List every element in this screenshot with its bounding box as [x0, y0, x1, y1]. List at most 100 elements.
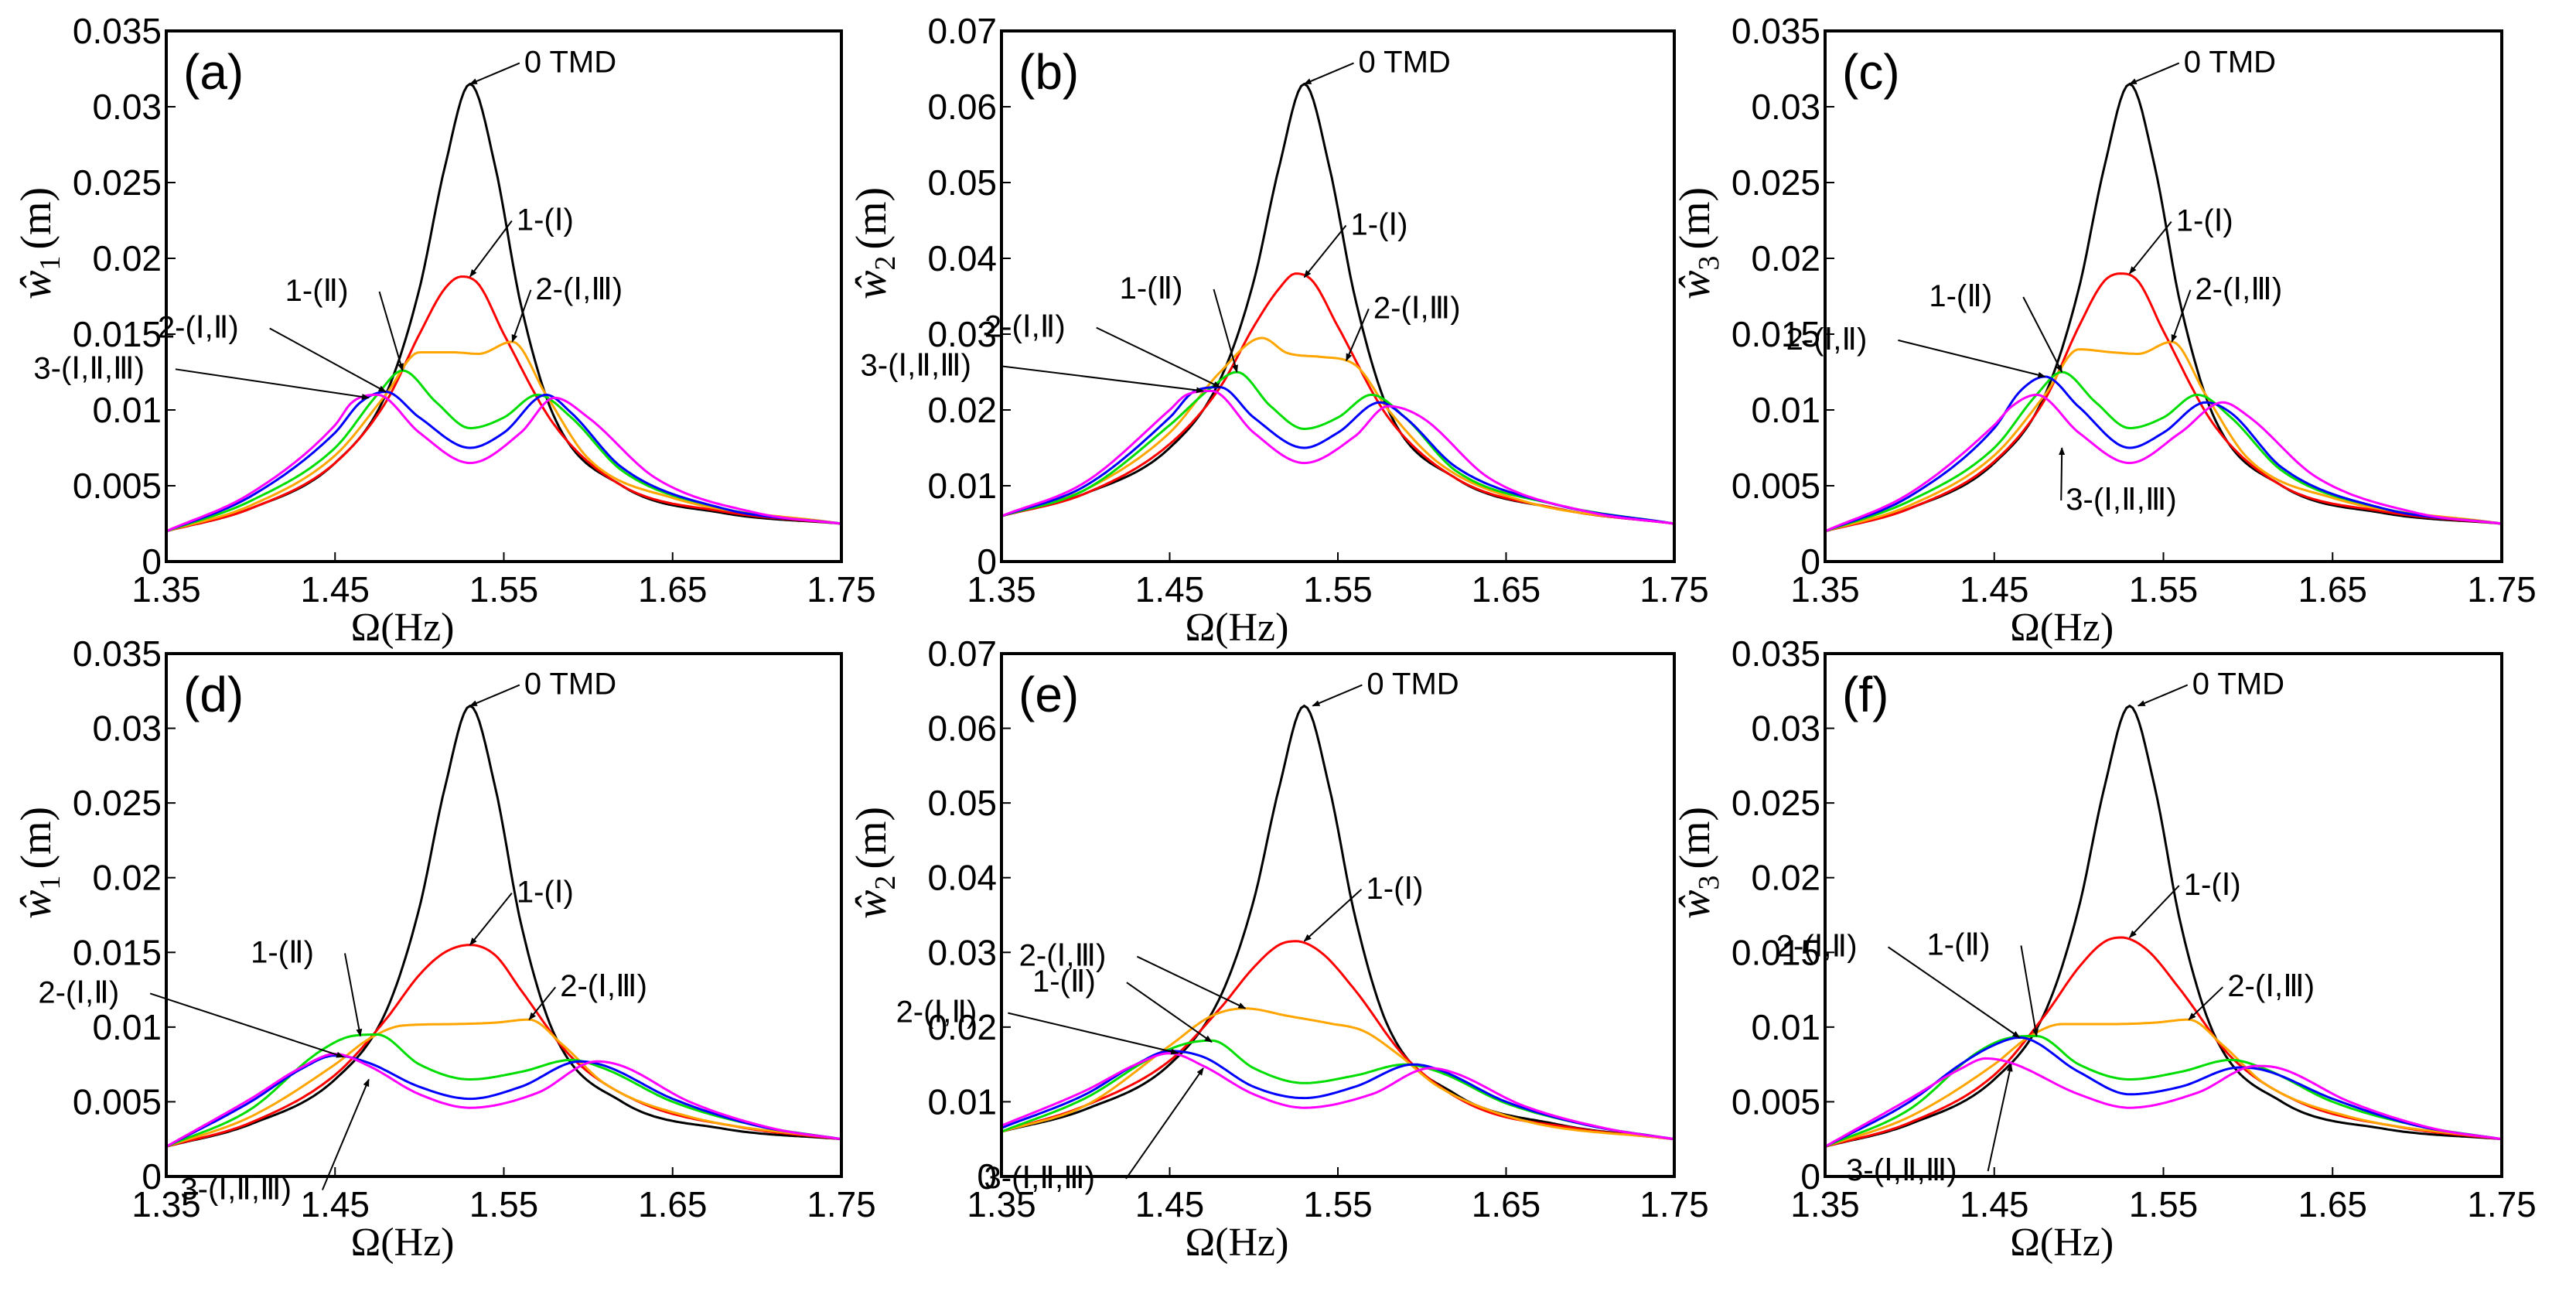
- x-axis-label: Ω(Hz): [2010, 1221, 2114, 1265]
- y-tick-label: 0.06: [927, 709, 997, 749]
- series-line: [1824, 272, 2503, 533]
- annotation-arrow: [1303, 224, 1347, 278]
- series-line: [1001, 336, 1675, 525]
- series-line: [1001, 386, 1675, 525]
- y-tick-label: 0.05: [927, 783, 997, 823]
- y-axis-subscript: 2: [869, 876, 902, 890]
- series-line: [1824, 375, 2503, 533]
- x-tick-label: 1.55: [2129, 1184, 2199, 1224]
- annotation-label: 1-(Ⅱ): [1927, 927, 1991, 961]
- series-line: [165, 82, 842, 533]
- annotation-arrow: [175, 368, 370, 400]
- annotation-arrow: [321, 1078, 370, 1190]
- annotation-arrow: [1125, 1067, 1204, 1180]
- y-tick-label: 0.025: [73, 162, 162, 203]
- panel-label: (e): [1018, 667, 1079, 722]
- annotation-label: 1-(Ⅰ): [1351, 208, 1408, 242]
- annotation-arrow: [1887, 946, 2021, 1039]
- y-tick-label: 0.035: [73, 633, 162, 674]
- x-tick-label: 1.65: [638, 1184, 708, 1224]
- y-tick-label: 0.01: [1751, 390, 1820, 430]
- y-axis-subscript: 3: [1693, 256, 1725, 271]
- y-tick-label: 0.01: [927, 466, 997, 506]
- series-line: [165, 704, 842, 1148]
- annotation-arrow: [1312, 684, 1363, 707]
- plot-frame: [1000, 29, 1676, 563]
- y-tick-label: 0.025: [1732, 783, 1820, 823]
- y-tick-label: 0.02: [92, 858, 162, 898]
- y-axis-unit: (m): [848, 807, 896, 869]
- annotation-label: 1-(Ⅰ): [1366, 872, 1424, 906]
- annotation-label: 1-(Ⅰ): [517, 876, 574, 910]
- plot-frame: [1000, 652, 1676, 1178]
- y-axis-symbol: ŵ: [12, 271, 60, 299]
- chart-panel-f: 0 0.005 0.01 0.015 0.02 0.025 0.03 0.035 1.35 1.4…: [1671, 633, 2537, 1265]
- x-tick-label: 1.45: [1960, 1184, 2029, 1224]
- y-axis-symbol: ŵ: [1671, 890, 1719, 919]
- series-line: [1824, 704, 2503, 1148]
- x-tick-label: 1.45: [1135, 569, 1205, 610]
- x-tick-label: 1.75: [1639, 1184, 1709, 1224]
- series-line: [1001, 1039, 1675, 1141]
- annotation-arrow: [528, 986, 557, 1020]
- annotation-arrow: [2128, 62, 2180, 85]
- annotation-label: 3-(Ⅰ,Ⅱ,Ⅲ): [984, 1161, 1096, 1195]
- y-axis-symbol: ŵ: [12, 890, 60, 919]
- y-tick-label: 0.015: [73, 932, 162, 972]
- annotation-label: 0 TMD: [2192, 668, 2284, 702]
- y-tick-label: 0.07: [927, 11, 997, 51]
- y-axis-symbol: ŵ: [1671, 271, 1719, 299]
- y-tick-label: 0.03: [927, 314, 997, 354]
- series-line: [1824, 1057, 2503, 1148]
- series-line: [1824, 1018, 2503, 1148]
- y-tick-label: 0.005: [73, 1081, 162, 1122]
- annotation-label: 2-(Ⅰ,Ⅱ): [38, 975, 119, 1009]
- plot-frame: [1824, 29, 2503, 563]
- y-axis-subscript: 2: [869, 256, 902, 271]
- annotation-label: 0 TMD: [524, 668, 616, 702]
- x-axis-label: Ω(Hz): [1186, 1221, 1289, 1265]
- x-tick-label: 1.35: [131, 569, 201, 610]
- y-tick-label: 0.035: [1732, 11, 1820, 51]
- annotation-arrow: [1126, 982, 1213, 1043]
- y-tick-label: 0.01: [92, 390, 162, 430]
- y-axis-unit: (m): [848, 187, 896, 250]
- annotation-arrow: [149, 992, 345, 1058]
- annotation-arrow: [269, 327, 387, 393]
- y-tick-label: 0.02: [927, 1007, 997, 1047]
- y-tick-label: 0.01: [1751, 1007, 1820, 1047]
- annotation-arrow: [511, 289, 532, 343]
- y-tick-label: 0.07: [927, 633, 997, 674]
- y-tick-label: 0.03: [1751, 709, 1820, 749]
- annotation-label: 2-(Ⅰ,Ⅱ): [984, 310, 1066, 344]
- x-axis-label: Ω(Hz): [351, 606, 455, 650]
- annotation-label: 1-(Ⅰ): [2184, 868, 2241, 902]
- y-axis-label: ŵ3 (m): [1671, 187, 1725, 299]
- annotation-arrow: [2128, 220, 2172, 275]
- y-tick-label: 0.02: [927, 390, 997, 430]
- series-line: [165, 944, 842, 1148]
- annotation-arrow: [1987, 1064, 2013, 1172]
- annotation-label: 0 TMD: [2184, 46, 2276, 80]
- y-tick-label: 0: [1800, 1156, 1820, 1197]
- chart-panel-a: 0 0.005 0.01 0.015 0.02 0.025 0.03 0.035 1.35 1.4…: [12, 11, 876, 650]
- y-tick-label: 0.05: [927, 162, 997, 203]
- y-tick-label: 0.04: [927, 858, 997, 898]
- y-tick-label: 0.025: [1732, 162, 1820, 203]
- x-tick-label: 1.55: [469, 1184, 539, 1224]
- panel-label: (d): [183, 667, 244, 722]
- x-tick-label: 1.35: [1790, 569, 1860, 610]
- y-axis-unit: (m): [12, 187, 60, 250]
- series-line: [1001, 704, 1675, 1141]
- x-axis-label: Ω(Hz): [351, 1221, 455, 1265]
- y-tick-label: 0.015: [73, 314, 162, 354]
- annotation-arrow: [2171, 289, 2192, 343]
- annotation-label: 2-(Ⅰ,Ⅱ): [158, 310, 239, 344]
- annotation-label: 1-(Ⅰ): [2176, 204, 2233, 238]
- annotation-arrow: [1136, 955, 1247, 1009]
- annotation-arrow: [2022, 296, 2063, 373]
- x-tick-label: 1.35: [967, 569, 1036, 610]
- annotation-label: 1-(Ⅱ): [1032, 965, 1096, 999]
- annotation-label: 0 TMD: [1359, 46, 1451, 80]
- annotation-label: 1-(Ⅱ): [1120, 271, 1183, 306]
